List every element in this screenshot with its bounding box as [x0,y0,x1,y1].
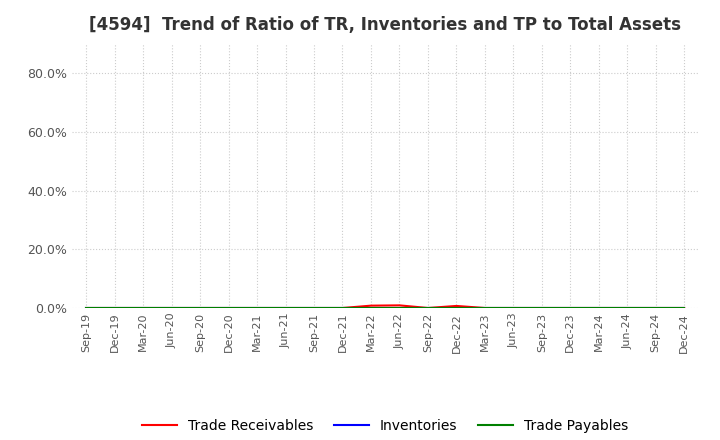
Trade Receivables [395,303,404,308]
Trade Receivables [652,305,660,311]
Trade Receivables [680,305,688,311]
Trade Payables [366,305,375,311]
Inventories [509,305,518,311]
Trade Receivables [566,305,575,311]
Inventories [452,305,461,311]
Trade Payables [595,305,603,311]
Trade Receivables [310,305,318,311]
Trade Payables [423,305,432,311]
Inventories [253,305,261,311]
Trade Payables [395,305,404,311]
Inventories [480,305,489,311]
Inventories [282,305,290,311]
Trade Payables [225,305,233,311]
Trade Payables [338,305,347,311]
Trade Payables [452,305,461,311]
Trade Receivables [225,305,233,311]
Inventories [338,305,347,311]
Inventories [82,305,91,311]
Trade Receivables [623,305,631,311]
Inventories [537,305,546,311]
Trade Receivables [282,305,290,311]
Trade Payables [537,305,546,311]
Inventories [167,305,176,311]
Trade Payables [282,305,290,311]
Trade Payables [652,305,660,311]
Trade Receivables [595,305,603,311]
Trade Payables [167,305,176,311]
Trade Payables [680,305,688,311]
Trade Receivables [480,305,489,311]
Legend: Trade Receivables, Inventories, Trade Payables: Trade Receivables, Inventories, Trade Pa… [137,413,634,438]
Trade Receivables [537,305,546,311]
Trade Receivables [509,305,518,311]
Trade Payables [623,305,631,311]
Inventories [196,305,204,311]
Trade Payables [509,305,518,311]
Title: [4594]  Trend of Ratio of TR, Inventories and TP to Total Assets: [4594] Trend of Ratio of TR, Inventories… [89,16,681,34]
Inventories [366,305,375,311]
Trade Receivables [167,305,176,311]
Inventories [225,305,233,311]
Trade Payables [82,305,91,311]
Inventories [566,305,575,311]
Inventories [423,305,432,311]
Trade Receivables [253,305,261,311]
Trade Receivables [452,303,461,308]
Inventories [680,305,688,311]
Inventories [652,305,660,311]
Inventories [595,305,603,311]
Trade Payables [480,305,489,311]
Trade Receivables [110,305,119,311]
Trade Receivables [423,305,432,311]
Trade Payables [310,305,318,311]
Trade Payables [253,305,261,311]
Line: Trade Receivables: Trade Receivables [86,305,684,308]
Inventories [395,305,404,311]
Inventories [310,305,318,311]
Trade Payables [566,305,575,311]
Trade Receivables [82,305,91,311]
Trade Receivables [139,305,148,311]
Trade Receivables [338,305,347,311]
Trade Payables [196,305,204,311]
Inventories [139,305,148,311]
Trade Receivables [196,305,204,311]
Trade Receivables [366,303,375,308]
Inventories [110,305,119,311]
Trade Payables [110,305,119,311]
Trade Payables [139,305,148,311]
Inventories [623,305,631,311]
